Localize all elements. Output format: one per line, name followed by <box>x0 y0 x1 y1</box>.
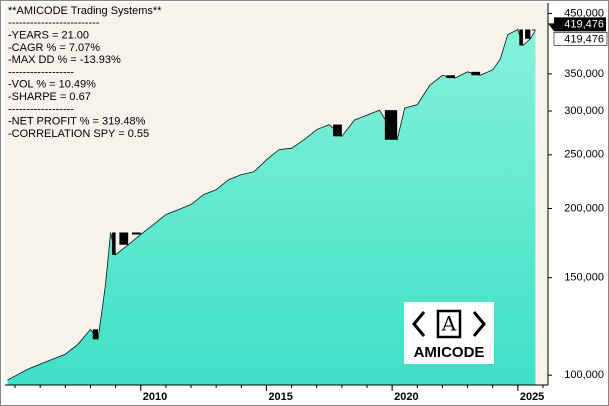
stat-line: -CAGR % = 7.07% <box>8 42 100 54</box>
drawdown <box>471 71 481 76</box>
drawdown <box>525 29 531 39</box>
logo-box <box>404 302 494 364</box>
equity-line <box>7 28 536 381</box>
logo-square <box>436 309 462 339</box>
drawdown <box>519 29 523 46</box>
stat-line: ------------------ <box>8 66 74 78</box>
last-value-tag <box>548 17 606 32</box>
logo-mark: A <box>441 312 457 336</box>
drawdown <box>112 232 116 255</box>
x-tick-label: 2025 <box>520 391 544 403</box>
last-value-box <box>553 32 608 46</box>
stat-line: **AMICODE Trading Systems** <box>8 5 162 17</box>
logo-text: AMICODE <box>414 344 485 361</box>
stat-line: -NET PROFIT % = 319.48% <box>8 116 146 128</box>
last-value-label: 419,476 <box>564 18 604 30</box>
logo-brackets <box>412 311 486 337</box>
equity-area <box>7 29 536 385</box>
drawdown <box>446 75 455 79</box>
stat-line: -MAX DD % = -13.93% <box>8 54 121 66</box>
stat-line: -CORRELATION SPY = 0.55 <box>8 128 149 140</box>
stat-line: ------------------ <box>8 103 74 115</box>
x-tick-label: 2020 <box>394 391 418 403</box>
logo: A AMICODE <box>404 302 494 364</box>
last-value-label: 419,476 <box>564 33 604 45</box>
drawdown <box>333 124 342 137</box>
drawdown <box>119 232 129 245</box>
y-tick-label: 350,000 <box>564 68 604 80</box>
stat-line: -SHARPE = 0.67 <box>8 91 91 103</box>
y-tick-label: 450,000 <box>564 7 604 19</box>
y-tick-label: 150,000 <box>564 272 604 284</box>
drawdown <box>92 329 99 340</box>
y-tick-label: 300,000 <box>564 105 604 117</box>
stat-line: -YEARS = 21.00 <box>8 30 89 42</box>
y-tick-label: 100,000 <box>564 369 604 381</box>
drawdown <box>384 110 398 140</box>
drawdown <box>131 232 141 235</box>
x-tick-label: 2010 <box>143 391 167 403</box>
x-tick-label: 2015 <box>268 391 292 403</box>
stat-line: -VOL % = 10.49% <box>8 79 96 91</box>
stat-line: ------------------------- <box>8 17 100 29</box>
y-tick-label: 250,000 <box>564 149 604 161</box>
y-tick-label: 200,000 <box>564 202 604 214</box>
drawdown <box>531 29 536 31</box>
